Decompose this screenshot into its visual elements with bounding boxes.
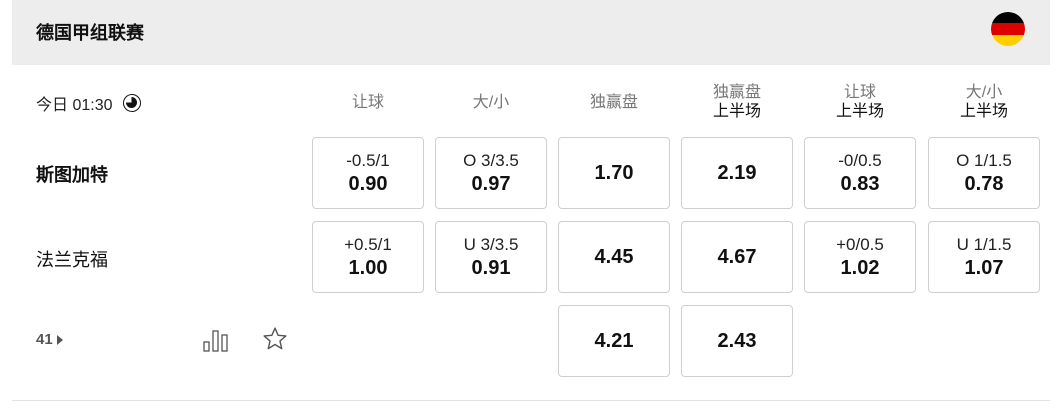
odds-value: 0.83 [840,173,880,195]
league-title: 德国甲组联赛 [36,23,144,43]
odds-value: 2.19 [717,162,757,184]
odds-value: 0.78 [964,173,1004,195]
more-bets-count: 41 [36,331,53,348]
odds-button[interactable]: 1.70 [558,137,670,209]
odds-value: 4.67 [717,246,757,268]
odds-line: U 3/3.5 [463,235,519,254]
odds-value: 1.02 [840,257,880,279]
odds-button[interactable]: +0/0.5 1.02 [804,221,916,293]
caret-right-icon [56,334,63,345]
column-header: 独赢盘 [558,80,670,124]
column-sublabel: 上半场 [835,103,884,120]
odds-value: 1.07 [964,257,1004,279]
odds-button[interactable]: -0.5/1 0.90 [312,137,424,209]
odds-value: 0.91 [471,257,511,279]
odds-button[interactable]: U 1/1.5 1.07 [928,221,1040,293]
divider [12,400,1050,401]
favorite-star-icon[interactable] [262,326,288,352]
column-sublabel: 上半场 [959,103,1008,120]
match-time: 今日 01:30 [36,91,141,115]
odds-line: U 1/1.5 [956,235,1012,254]
odds-line: +0/0.5 [836,235,884,254]
odds-button[interactable]: 4.21 [558,305,670,377]
odds-button[interactable]: O 3/3.5 0.97 [435,137,547,209]
column-label: 独赢盘 [712,84,761,101]
odds-value: 1.70 [594,162,634,184]
odds-button[interactable]: U 3/3.5 0.91 [435,221,547,293]
column-sublabel: 上半场 [712,103,761,120]
odds-value: 2.43 [717,330,757,352]
column-label: 让球 [843,84,876,101]
column-header: 大/小上半场 [928,80,1040,124]
odds-button[interactable]: 2.43 [681,305,793,377]
odds-value: 4.21 [594,330,634,352]
stats-icon[interactable] [203,328,229,352]
odds-value: 4.45 [594,246,634,268]
column-label: 让球 [351,93,384,111]
match-time-text: 今日 01:30 [36,97,113,114]
column-label: 独赢盘 [589,93,638,111]
league-header[interactable]: 德国甲组联赛 [12,0,1050,65]
odds-line: -0/0.5 [838,151,882,170]
odds-line: -0.5/1 [346,151,390,170]
odds-line: +0.5/1 [344,235,392,254]
odds-line: O 3/3.5 [463,151,519,170]
odds-value: 1.00 [348,257,388,279]
odds-button[interactable]: O 1/1.5 0.78 [928,137,1040,209]
odds-button[interactable]: 4.67 [681,221,793,293]
column-header: 独赢盘 上半场 [681,80,793,124]
odds-value: 0.97 [471,173,511,195]
odds-value: 0.90 [348,173,388,195]
odds-button[interactable]: -0/0.5 0.83 [804,137,916,209]
column-header: 让球 [312,80,424,124]
clock-icon [122,94,141,112]
germany-flag-icon [991,12,1025,46]
odds-button[interactable]: 4.45 [558,221,670,293]
column-header: 大/小 [435,80,547,124]
odds-line: O 1/1.5 [956,151,1012,170]
column-header: 让球 上半场 [804,80,916,124]
home-team: 斯图加特 [36,165,108,185]
more-bets-link[interactable]: 41 [36,331,63,348]
odds-button[interactable]: +0.5/1 1.00 [312,221,424,293]
away-team: 法兰克福 [36,250,108,270]
column-label: 大/小 [965,84,1003,101]
odds-button[interactable]: 2.19 [681,137,793,209]
column-label: 大/小 [472,93,510,111]
